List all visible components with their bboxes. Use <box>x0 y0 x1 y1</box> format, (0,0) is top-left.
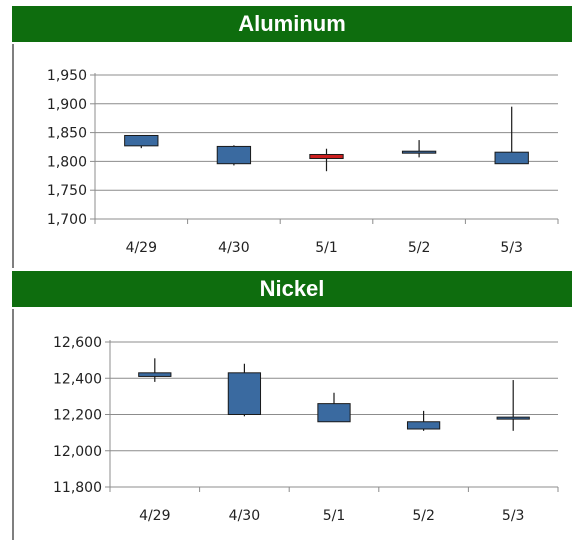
nickel-y-tick-label: 12,400 <box>53 371 102 387</box>
nickel-candle-body <box>317 403 351 423</box>
nickel-candle-body <box>496 416 530 420</box>
nickel-chart: 11,800 12,000 12,200 12,400 12,600 4/29 4/30 5/… <box>53 335 559 524</box>
nickel-candle-body <box>406 421 441 430</box>
nickel-x-tick-label: 4/29 <box>139 508 170 524</box>
nickel-title: Nickel <box>12 271 572 307</box>
aluminum-candle-body <box>401 150 437 154</box>
nickel-x-tick-label: 5/1 <box>323 508 346 524</box>
nickel-x-tick-label: 5/3 <box>502 508 525 524</box>
aluminum-chart-frame: 1,700 1,750 1,800 1,850 1,900 1,950 4/29 4/30 5/… <box>12 44 572 268</box>
nickel-candle-body <box>138 372 172 377</box>
aluminum-x-tick-label: 4/30 <box>218 240 249 256</box>
nickel-y-tick-label: 12,200 <box>53 408 102 424</box>
nickel-x-tick-label: 4/30 <box>229 508 260 524</box>
nickel-y-tick-label: 11,800 <box>53 480 102 496</box>
aluminum-x-tick-label: 5/3 <box>500 240 523 256</box>
aluminum-y-tick-label: 1,800 <box>47 154 87 170</box>
aluminum-y-tick-label: 1,900 <box>47 97 87 113</box>
aluminum-y-tick-label: 1,850 <box>47 126 87 142</box>
aluminum-candle-body <box>216 145 252 165</box>
aluminum-x-tick-label: 5/1 <box>315 240 338 256</box>
aluminum-chart: 1,700 1,750 1,800 1,850 1,900 1,950 4/29 4/30 5/… <box>47 68 559 256</box>
nickel-chart-frame: 11,800 12,000 12,200 12,400 12,600 4/29 4/30 5/… <box>12 309 572 540</box>
aluminum-y-tick-label: 1,750 <box>47 183 87 199</box>
aluminum-x-tick-label: 4/29 <box>126 240 157 256</box>
aluminum-y-tick-label: 1,950 <box>47 68 87 84</box>
nickel-y-tick-label: 12,600 <box>53 335 102 351</box>
aluminum-y-tick-label: 1,700 <box>47 212 87 228</box>
aluminum-title: Aluminum <box>12 6 572 42</box>
nickel-x-tick-label: 5/2 <box>412 508 435 524</box>
nickel-y-tick-label: 12,000 <box>53 444 102 460</box>
aluminum-candle-body <box>309 153 344 160</box>
nickel-candle-body <box>227 372 262 415</box>
aluminum-candle-body <box>124 134 159 147</box>
aluminum-x-tick-label: 5/2 <box>408 240 431 256</box>
aluminum-candle-body <box>494 151 529 165</box>
